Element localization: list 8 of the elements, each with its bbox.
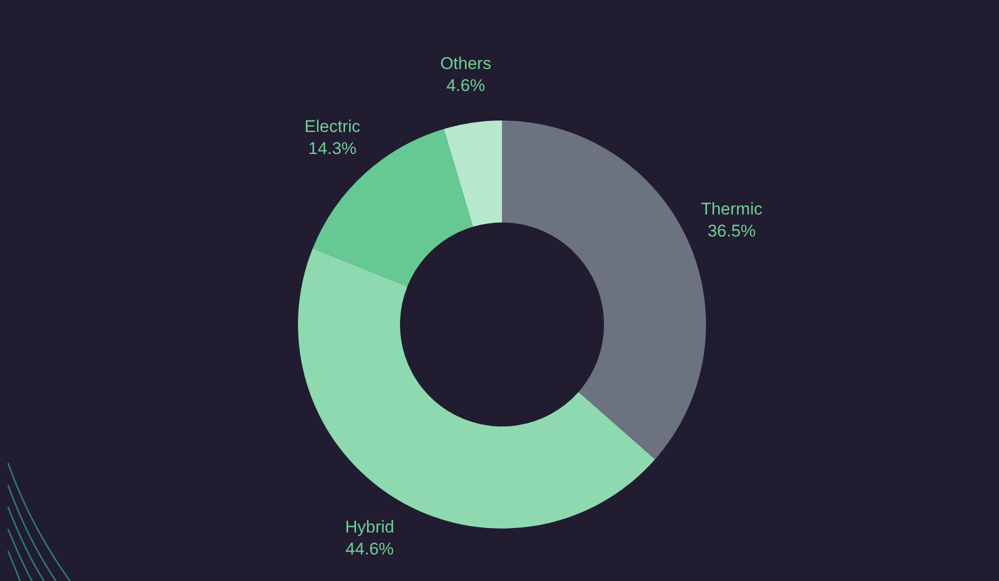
slice-label: Thermic [700, 199, 763, 218]
slice-label: Others [440, 54, 492, 73]
data-label: 14.3% [308, 138, 356, 158]
data-label: 4.6% [446, 76, 486, 95]
slice-label: Hybrid [345, 518, 394, 537]
data-label: 36.5% [708, 221, 756, 240]
data-label: 44.6% [346, 540, 394, 559]
slice-label: Electric [304, 116, 361, 136]
